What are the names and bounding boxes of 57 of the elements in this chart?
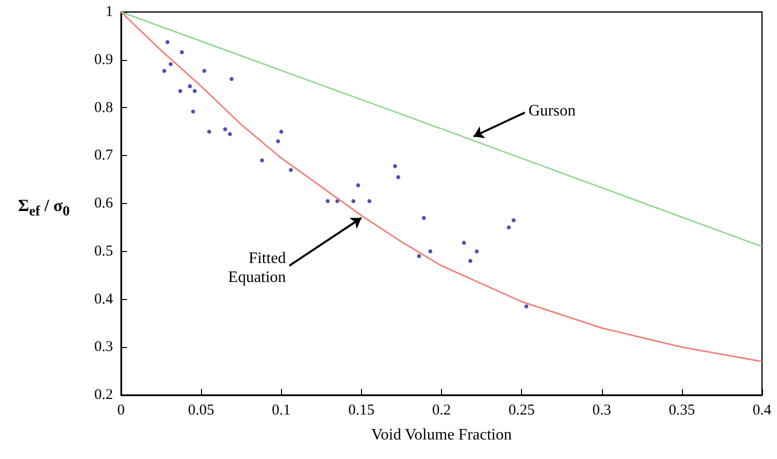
y-tick-label: 0.9 [94, 52, 113, 68]
point [396, 175, 400, 180]
x-tick-label: 0.2 [432, 402, 451, 418]
x-tick-label: 0.15 [348, 402, 374, 418]
point [288, 168, 293, 172]
point [178, 88, 182, 93]
y-tick-label: 0.8 [94, 100, 113, 116]
point [192, 88, 197, 93]
y-tick-label: 0.7 [94, 148, 114, 164]
annotation: Fitted Equation [228, 250, 286, 286]
x-tick-label: 0.4 [752, 402, 772, 418]
point [393, 164, 398, 168]
y-tick-label: 1 [106, 4, 113, 20]
x-tick-label: 0.05 [188, 402, 214, 418]
point [207, 130, 212, 134]
annotation: Gurson [528, 102, 576, 120]
point [335, 199, 340, 204]
point [417, 254, 422, 258]
point [191, 110, 196, 114]
point [428, 249, 432, 254]
point [202, 68, 206, 73]
point [367, 199, 372, 204]
point [512, 218, 516, 222]
point [356, 183, 360, 188]
point [188, 84, 192, 88]
point [180, 50, 184, 54]
point [279, 130, 284, 134]
point [351, 199, 356, 204]
point [276, 139, 280, 144]
x-tick-label: 0.35 [668, 402, 695, 418]
point [474, 249, 479, 254]
y-tick-label: 0.6 [94, 196, 114, 212]
point [462, 240, 466, 245]
point [168, 62, 173, 66]
point [228, 132, 232, 136]
point [230, 77, 234, 82]
line-series [120, 11, 763, 362]
point [260, 158, 264, 162]
x-tick-label: 0 [117, 402, 125, 418]
point [162, 68, 166, 73]
y-tick-label: 0.5 [94, 243, 113, 260]
point [326, 199, 330, 204]
point [506, 225, 511, 230]
point [524, 304, 528, 308]
y-tick-label: 0.4 [94, 291, 114, 308]
x-tick-label: 0.3 [592, 402, 612, 418]
x-tick-label: 0.1 [272, 402, 291, 418]
y-tick-label: 0.2 [94, 387, 113, 403]
y-axis-title: Σ$_{ef}$ / σ$_{0}$ [18, 196, 70, 220]
point [165, 40, 170, 44]
line-series [120, 11, 763, 248]
point [223, 127, 228, 132]
x-axis-title: Void Volume Fraction [371, 426, 512, 444]
point [422, 216, 426, 220]
x-tick-label: 0.25 [508, 402, 535, 418]
point [468, 258, 472, 263]
y-tick-label: 0.3 [94, 339, 113, 356]
